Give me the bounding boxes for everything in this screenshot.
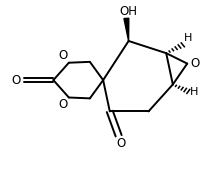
Text: H: H: [184, 33, 192, 43]
Polygon shape: [124, 18, 129, 41]
Text: OH: OH: [120, 4, 138, 17]
Text: O: O: [58, 49, 68, 62]
Text: H: H: [190, 87, 198, 97]
Text: O: O: [116, 137, 125, 150]
Text: O: O: [58, 98, 68, 111]
Text: O: O: [12, 74, 21, 87]
Text: O: O: [191, 57, 200, 70]
